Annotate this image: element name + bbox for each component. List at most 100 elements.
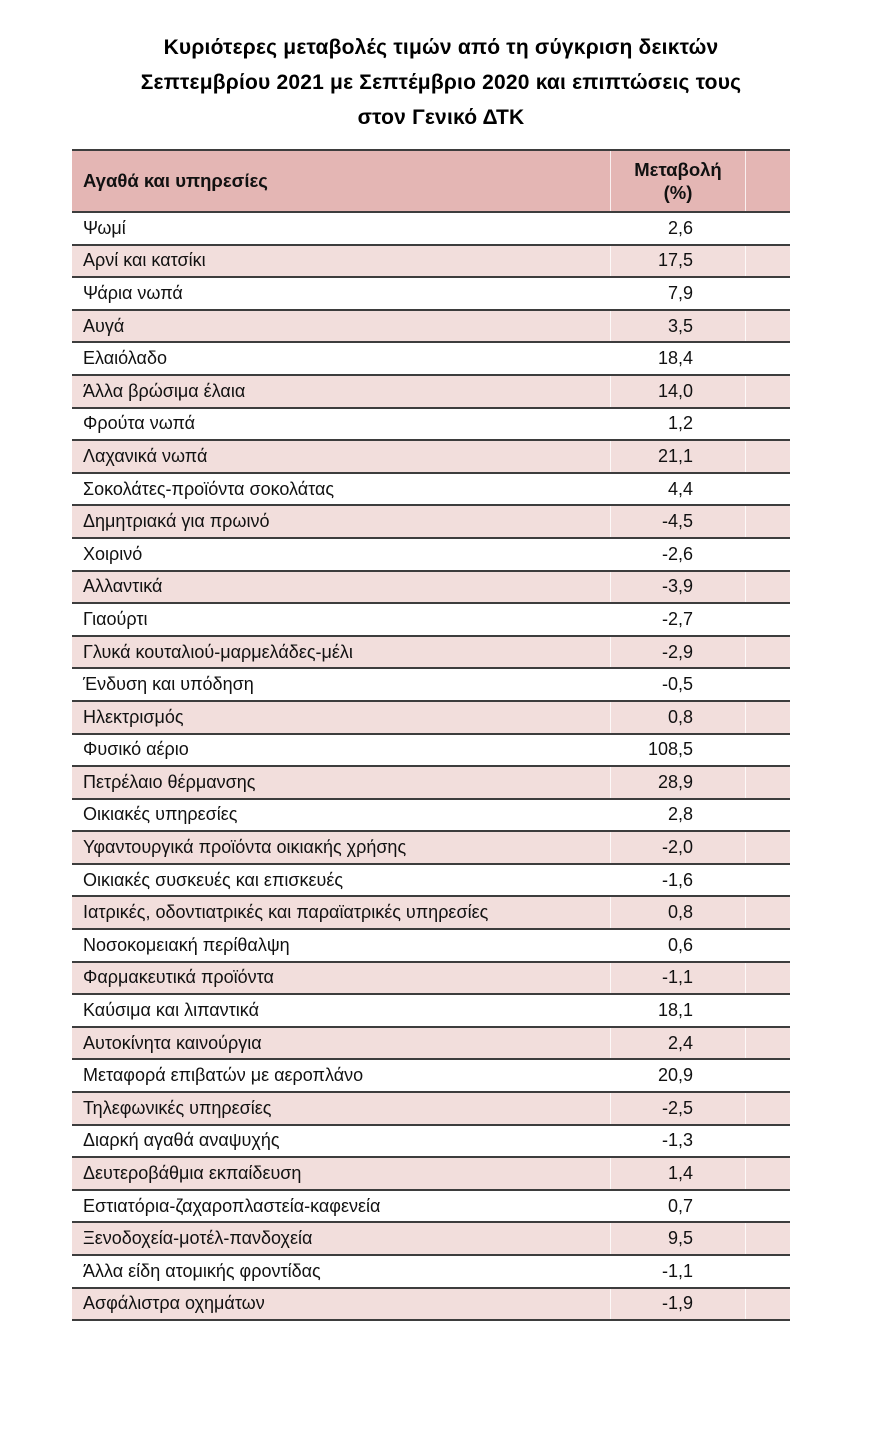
row-empty-cell — [745, 669, 790, 700]
item-label: Ιατρικές, οδοντιατρικές και παραϊατρικές… — [83, 902, 489, 923]
table-row: Σοκολάτες-προϊόντα σοκολάτας 4,4 — [72, 473, 790, 507]
item-value: 28,9 — [610, 767, 745, 798]
item-value: -1,1 — [610, 962, 745, 994]
item-value: -2,7 — [610, 604, 745, 635]
table-row: Γιαούρτι -2,7 — [72, 604, 790, 637]
table-row: Φρούτα νωπά 1,2 — [72, 408, 790, 442]
table-row: Εστιατόρια-ζαχαροπλαστεία-καφενεία 0,7 — [72, 1190, 790, 1224]
item-value: -4,5 — [610, 506, 745, 537]
row-empty-cell — [745, 701, 790, 733]
item-label: Δευτεροβάθμια εκπαίδευση — [83, 1163, 302, 1184]
header-empty-cell — [745, 151, 790, 211]
item-value: 17,5 — [610, 245, 745, 277]
item-label: Φυσικό αέριο — [83, 739, 189, 760]
item-label: Ηλεκτρισμός — [83, 706, 184, 727]
table-row: Αλλαντικά -3,9 — [72, 571, 790, 605]
item-value: 9,5 — [610, 1223, 745, 1254]
row-empty-cell — [745, 310, 790, 342]
item-label: Αλλαντικά — [83, 576, 163, 597]
table-rows: Ψωμί 2,6 Αρνί και κατσίκι 17,5 Ψάρια νωπ… — [72, 213, 790, 1322]
item-label: Λαχανικά νωπά — [83, 445, 208, 466]
item-value: 4,4 — [610, 473, 745, 505]
row-empty-cell — [745, 832, 790, 863]
table-row: Μεταφορά επιβατών με αεροπλάνο 20,9 — [72, 1060, 790, 1094]
table-row: Λαχανικά νωπά 21,1 — [72, 441, 790, 474]
item-label: Αρνί και κατσίκι — [83, 250, 206, 271]
item-label: Νοσοκομειακή περίθαλψη — [83, 934, 290, 955]
row-empty-cell — [745, 897, 790, 929]
row-empty-cell — [745, 995, 790, 1026]
row-empty-cell — [745, 604, 790, 635]
item-label: Τηλεφωνικές υπηρεσίες — [83, 1097, 272, 1118]
row-empty-cell — [745, 1125, 790, 1157]
item-label: Καύσιμα και λιπαντικά — [83, 1000, 259, 1021]
row-empty-cell — [745, 408, 790, 440]
row-empty-cell — [745, 278, 790, 309]
item-value: 20,9 — [610, 1060, 745, 1092]
item-value: -1,6 — [610, 864, 745, 896]
table-row: Ένδυση και υπόδηση -0,5 — [72, 669, 790, 702]
item-label: Άλλα βρώσιμα έλαια — [83, 380, 246, 401]
table-row: Ξενοδοχεία-μοτέλ-πανδοχεία 9,5 — [72, 1223, 790, 1256]
row-empty-cell — [745, 864, 790, 896]
item-value: 7,9 — [610, 278, 745, 309]
item-label: Διαρκή αγαθά αναψυχής — [83, 1130, 280, 1151]
title-line-3: στον Γενικό ΔΤΚ — [357, 106, 525, 129]
table-row: Νοσοκομειακή περίθαλψη 0,6 — [72, 930, 790, 963]
item-value: 108,5 — [610, 734, 745, 766]
table-row: Οικιακές συσκευές και επισκευές -1,6 — [72, 864, 790, 898]
item-value: -2,6 — [610, 538, 745, 570]
item-value: 21,1 — [610, 441, 745, 472]
row-empty-cell — [745, 343, 790, 374]
item-value: 18,4 — [610, 343, 745, 374]
row-empty-cell — [745, 1060, 790, 1092]
row-empty-cell — [745, 799, 790, 831]
item-label: Γιαούρτι — [83, 608, 148, 629]
item-label: Ψωμί — [83, 217, 126, 238]
item-value: 2,6 — [610, 213, 745, 244]
row-empty-cell — [745, 1190, 790, 1222]
table-row: Γλυκά κουταλιού-μαρμελάδες-μέλι -2,9 — [72, 636, 790, 670]
price-changes-table: Αγαθά και υπηρεσίες Μεταβολή (%) Ψωμί 2,… — [72, 149, 790, 1322]
table-row: Ηλεκτρισμός 0,8 — [72, 701, 790, 735]
item-value: 1,2 — [610, 408, 745, 440]
item-value: 0,8 — [610, 701, 745, 733]
item-label: Ασφάλιστρα οχημάτων — [83, 1293, 265, 1314]
row-empty-cell — [745, 767, 790, 798]
table-row: Άλλα βρώσιμα έλαια 14,0 — [72, 375, 790, 409]
item-value: -1,1 — [610, 1256, 745, 1287]
table-row: Χοιρινό -2,6 — [72, 538, 790, 572]
item-label: Ξενοδοχεία-μοτέλ-πανδοχεία — [83, 1228, 313, 1249]
row-empty-cell — [745, 962, 790, 994]
row-empty-cell — [745, 506, 790, 537]
item-label: Αυτοκίνητα καινούργια — [83, 1032, 262, 1053]
item-label: Γλυκά κουταλιού-μαρμελάδες-μέλι — [83, 641, 353, 662]
table-row: Δευτεροβάθμια εκπαίδευση 1,4 — [72, 1158, 790, 1191]
item-value: 3,5 — [610, 310, 745, 342]
row-empty-cell — [745, 1027, 790, 1059]
table-row: Οικιακές υπηρεσίες 2,8 — [72, 799, 790, 833]
item-value: -1,9 — [610, 1288, 745, 1320]
item-label: Υφαντουργικά προϊόντα οικιακής χρήσης — [83, 837, 407, 858]
row-empty-cell — [745, 1158, 790, 1189]
table-row: Ελαιόλαδο 18,4 — [72, 343, 790, 376]
row-empty-cell — [745, 1256, 790, 1287]
item-label: Αυγά — [83, 315, 125, 336]
item-label: Οικιακές συσκευές και επισκευές — [83, 869, 344, 890]
table-row: Πετρέλαιο θέρμανσης 28,9 — [72, 767, 790, 800]
item-label: Ψάρια νωπά — [83, 282, 183, 303]
table-row: Ψωμί 2,6 — [72, 213, 790, 246]
item-value: -2,5 — [610, 1093, 745, 1124]
row-empty-cell — [745, 734, 790, 766]
item-value: -0,5 — [610, 669, 745, 700]
table-row: Φυσικό αέριο 108,5 — [72, 734, 790, 768]
item-value: 14,0 — [610, 375, 745, 407]
item-value: -1,3 — [610, 1125, 745, 1157]
item-label: Άλλα είδη ατομικής φροντίδας — [83, 1260, 321, 1281]
row-empty-cell — [745, 930, 790, 961]
row-empty-cell — [745, 375, 790, 407]
item-label: Πετρέλαιο θέρμανσης — [83, 771, 256, 792]
item-value: 2,4 — [610, 1027, 745, 1059]
item-label: Οικιακές υπηρεσίες — [83, 804, 238, 825]
